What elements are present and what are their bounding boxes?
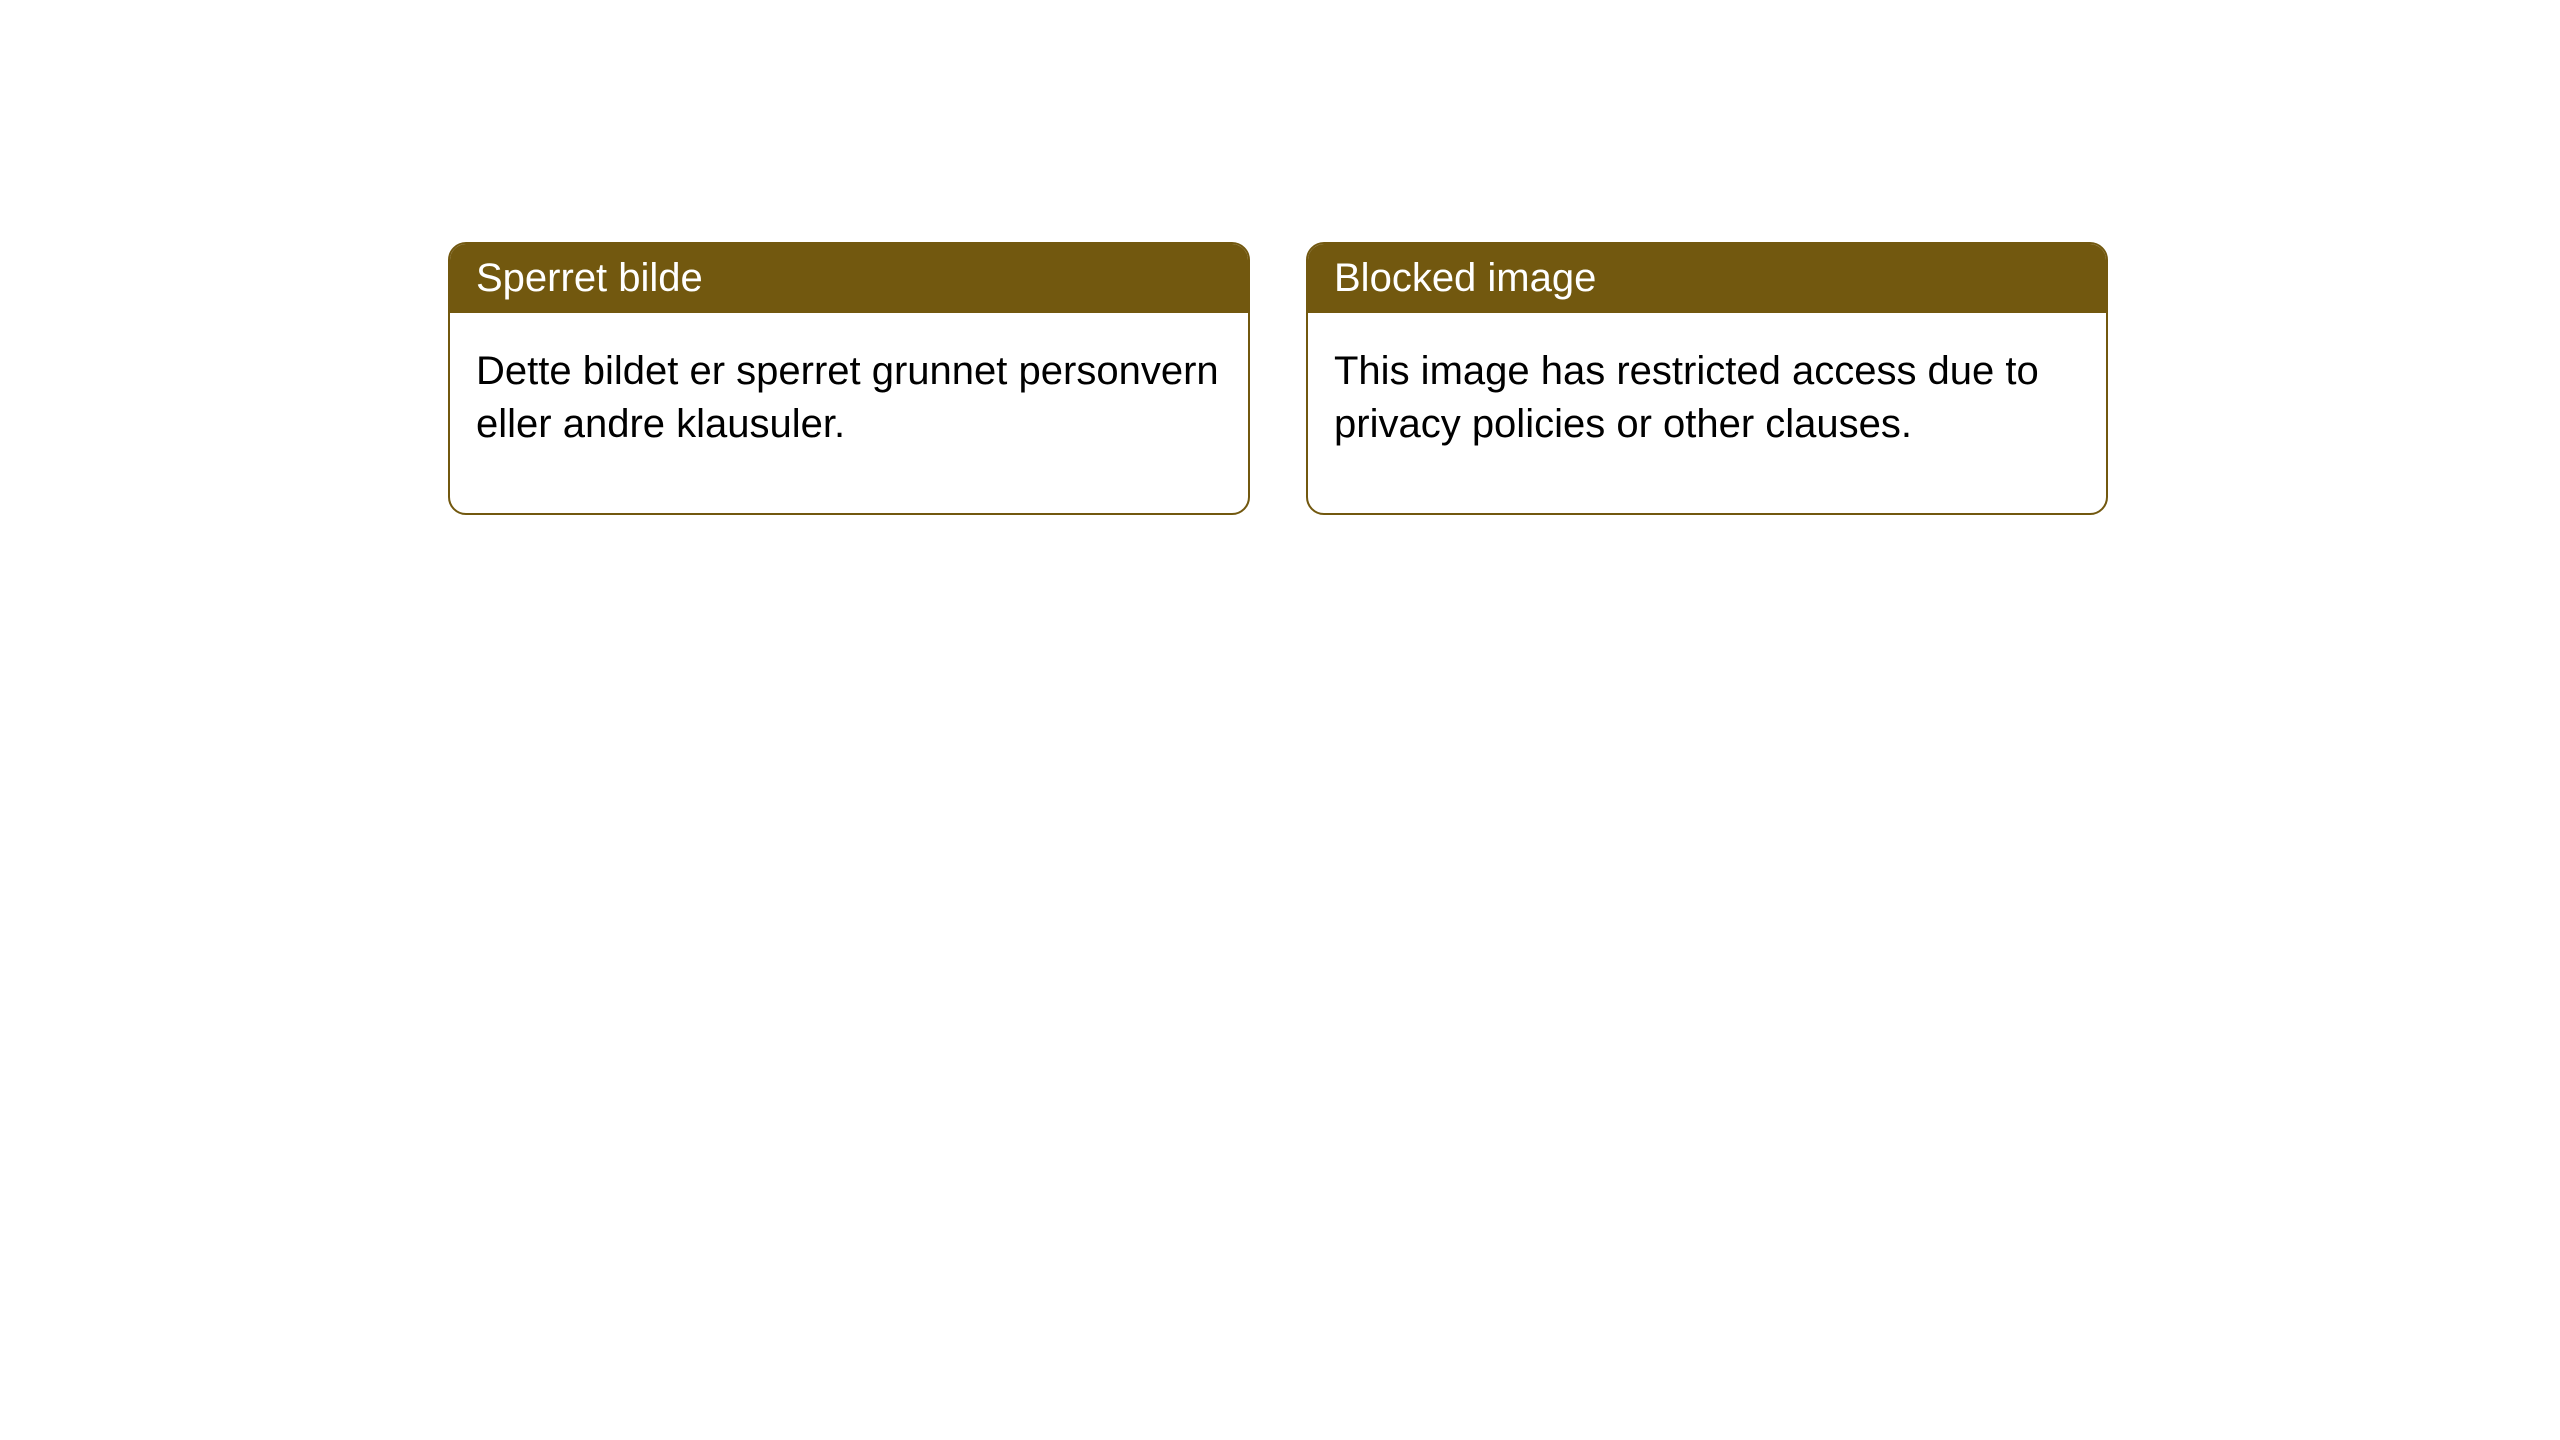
notice-card-title: Blocked image — [1308, 244, 2106, 313]
notice-cards-container: Sperret bilde Dette bildet er sperret gr… — [448, 242, 2108, 515]
notice-card-english: Blocked image This image has restricted … — [1306, 242, 2108, 515]
notice-card-body: This image has restricted access due to … — [1308, 313, 2106, 513]
notice-card-body: Dette bildet er sperret grunnet personve… — [450, 313, 1248, 513]
notice-card-norwegian: Sperret bilde Dette bildet er sperret gr… — [448, 242, 1250, 515]
notice-card-title: Sperret bilde — [450, 244, 1248, 313]
